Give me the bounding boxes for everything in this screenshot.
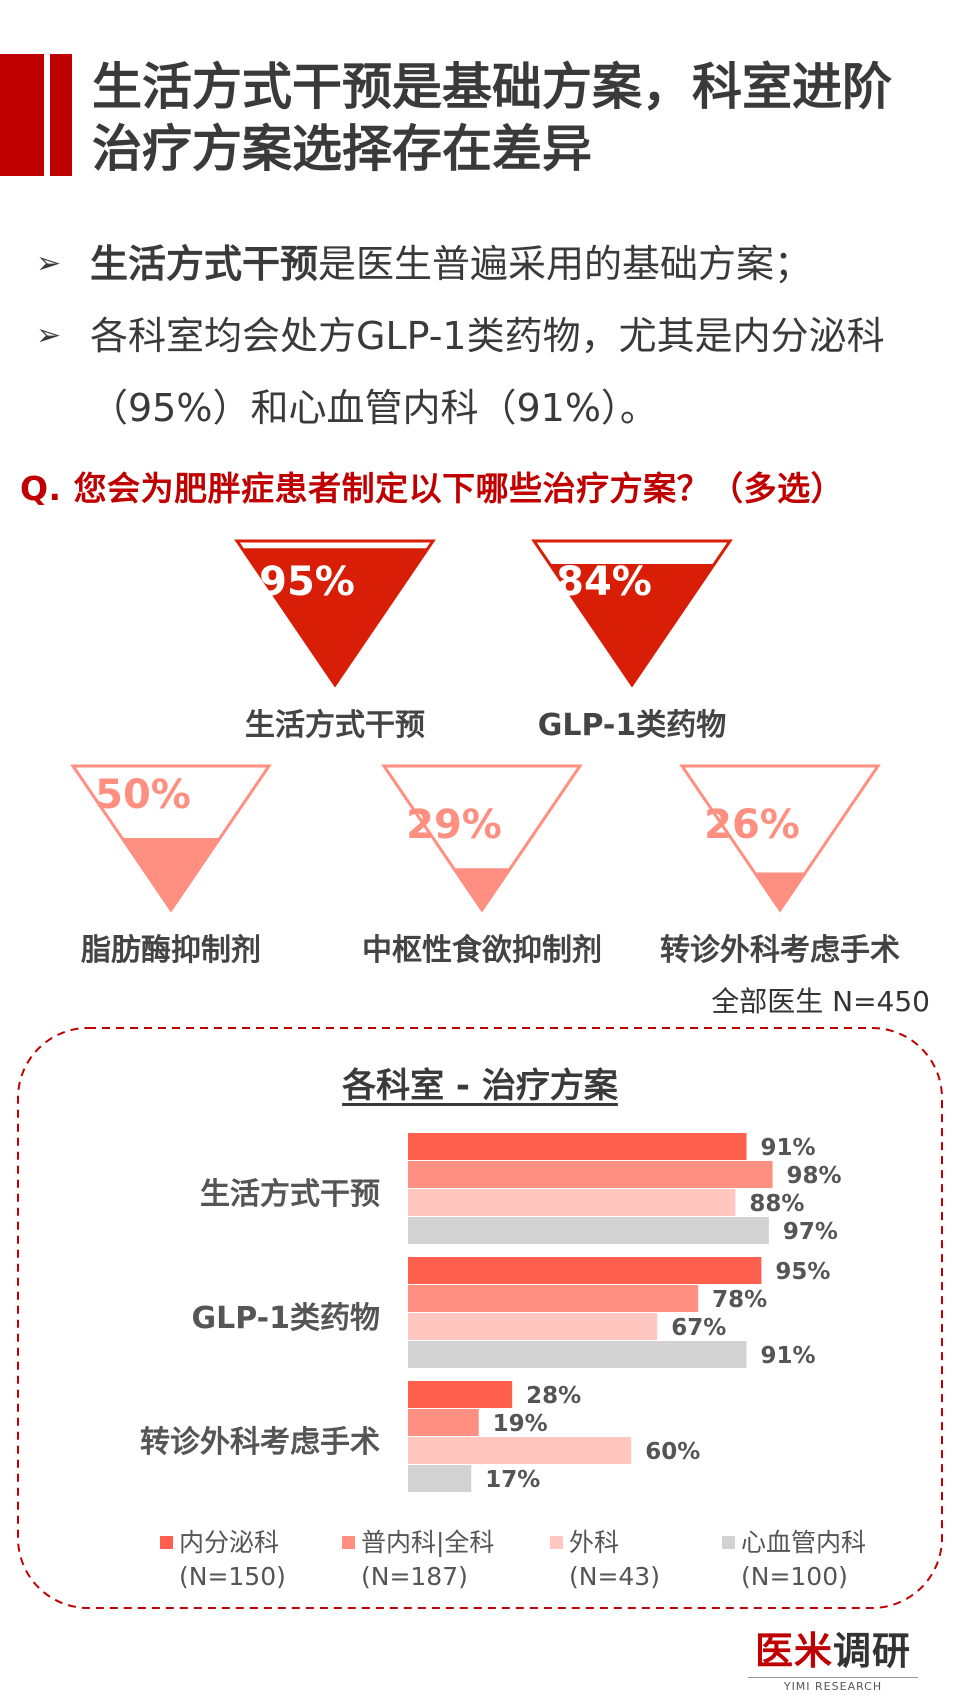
funnel-value-label-4: 26% (704, 802, 800, 848)
bar-1-1 (408, 1285, 699, 1312)
bar-2-3 (408, 1465, 472, 1492)
funnel-outline-4 (679, 764, 881, 913)
funnel-category-label-4: 转诊外科考虑手术 (660, 933, 900, 968)
department-panel-border (17, 1027, 943, 1609)
bar-0-2 (408, 1189, 736, 1216)
legend-swatch (722, 1536, 735, 1549)
bullet-list: ➢ 生活方式干预是医生普遍采用的基础方案； ➢ 各科室均会处方GLP-1类药物，… (36, 228, 936, 444)
title-accent-bar-thin (50, 54, 72, 176)
legend-sample-size: (N=100) (741, 1562, 848, 1591)
funnel-category-label-2: 脂肪酶抑制剂 (81, 933, 261, 968)
legend-item-0: 内分泌科 (N=150) (160, 1526, 286, 1594)
bar-2-0 (408, 1381, 513, 1408)
department-chart-title: 各科室 - 治疗方案 (342, 1066, 618, 1106)
funnel-fill-0 (241, 548, 429, 685)
bar-value-label-0-0: 91% (761, 1135, 816, 1161)
legend-swatch (550, 1536, 563, 1549)
legend-name: 心血管内科 (741, 1528, 867, 1557)
funnel-value-label-2: 50% (95, 772, 191, 818)
bar-0-3 (408, 1217, 769, 1244)
funnel-fill-4 (754, 872, 806, 910)
funnel-outline-0 (234, 539, 436, 688)
bar-0-1 (408, 1161, 773, 1188)
page-title: 生活方式干预是基础方案，科室进阶治疗方案选择存在差异 (92, 58, 892, 178)
survey-question: Q. 您会为肥胖症患者制定以下哪些治疗方案？（多选） (20, 469, 845, 508)
legend-item-3: 心血管内科 (N=100) (722, 1526, 866, 1594)
arrow-bullet-icon: ➢ (36, 246, 62, 281)
legend-swatch (160, 1536, 173, 1549)
legend-item-1: 普内科|全科 (N=187) (342, 1526, 494, 1594)
bar-value-label-2-1: 19% (493, 1411, 548, 1437)
legend-name: 外科 (569, 1528, 620, 1557)
funnel-category-label-1: GLP-1类药物 (537, 708, 727, 743)
bar-value-label-1-3: 91% (761, 1343, 816, 1369)
logo-subtitle: YIMI RESEARCH (748, 1677, 918, 1693)
bar-value-label-1-1: 78% (712, 1287, 767, 1313)
bar-2-2 (408, 1437, 632, 1464)
funnel-outline-3 (381, 764, 583, 913)
bullet-item-1: ➢ 生活方式干预是医生普遍采用的基础方案； (36, 228, 936, 300)
bar-value-label-0-3: 97% (783, 1219, 838, 1245)
legend-sample-size: (N=43) (569, 1562, 660, 1591)
bar-value-label-2-0: 28% (526, 1383, 581, 1409)
bar-value-label-1-0: 95% (775, 1259, 830, 1285)
bar-1-3 (408, 1341, 747, 1368)
bar-2-1 (408, 1409, 479, 1436)
bar-1-2 (408, 1313, 658, 1340)
legend-swatch (342, 1536, 355, 1549)
funnel-category-label-0: 生活方式干预 (245, 708, 425, 743)
funnel-value-label-3: 29% (406, 802, 502, 848)
bar-0-0 (408, 1133, 747, 1160)
sample-size-note: 全部医生 N=450 (711, 985, 930, 1018)
legend-sample-size: (N=187) (361, 1562, 468, 1591)
logo-text-dark: 调研 (833, 1629, 912, 1673)
bullet-emphasis: 生活方式干预 (90, 242, 319, 286)
brand-logo: 医米调研 YIMI RESEARCH (748, 1620, 918, 1693)
funnel-value-label-1: 84% (556, 559, 652, 605)
title-accent-bar (0, 54, 44, 176)
funnel-outline-1 (531, 539, 733, 688)
bar-value-label-1-2: 67% (671, 1315, 726, 1341)
bar-value-label-0-2: 88% (749, 1191, 804, 1217)
bar-value-label-2-2: 60% (645, 1439, 700, 1465)
legend-name: 内分泌科 (179, 1528, 280, 1557)
funnel-fill-1 (549, 564, 715, 685)
bullet-text: 各科室均会处方GLP-1类药物，尤其是内分泌科（95%）和心血管内科（91%）。 (90, 314, 885, 430)
bar-value-label-2-3: 17% (485, 1467, 540, 1493)
funnel-fill-3 (453, 868, 511, 910)
legend-sample-size: (N=150) (179, 1562, 286, 1591)
bullet-item-2: ➢ 各科室均会处方GLP-1类药物，尤其是内分泌科（95%）和心血管内科（91%… (36, 300, 936, 444)
bar-1-0 (408, 1257, 762, 1284)
bullet-text: 是医生普遍采用的基础方案； (318, 242, 813, 286)
funnel-value-label-0: 95% (259, 559, 355, 605)
legend-item-2: 外科 (N=43) (550, 1526, 660, 1594)
funnel-category-label-3: 中枢性食欲抑制剂 (362, 933, 602, 968)
logo-text-red: 医米 (754, 1629, 833, 1673)
arrow-bullet-icon: ➢ (36, 318, 62, 353)
legend-name: 普内科|全科 (361, 1528, 495, 1557)
bar-group-label-2: 转诊外科考虑手术 (140, 1425, 380, 1460)
bar-value-label-0-1: 98% (787, 1163, 842, 1189)
funnel-outline-2 (70, 764, 272, 913)
bar-group-label-0: 生活方式干预 (200, 1177, 380, 1212)
bar-group-label-1: GLP-1类药物 (191, 1301, 380, 1336)
funnel-fill-2 (122, 838, 220, 910)
